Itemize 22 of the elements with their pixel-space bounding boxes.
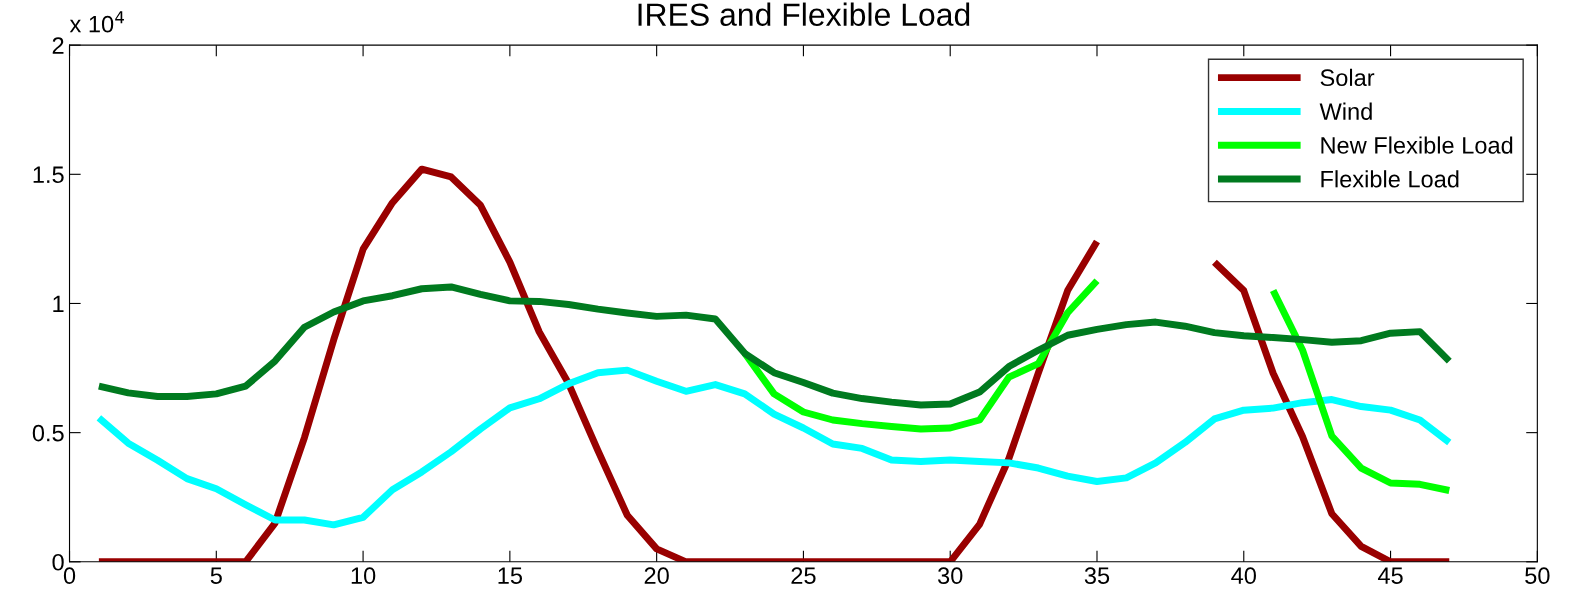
y-tick-label: 0 xyxy=(52,553,64,571)
x-tick-label: 5 xyxy=(210,567,222,585)
legend-label: Wind xyxy=(1319,102,1372,120)
x-tick-label: 40 xyxy=(1231,567,1256,585)
y-tick-label: 1 xyxy=(53,295,64,313)
y-tick-label: 1.5 xyxy=(33,166,64,184)
x-tick-label: 45 xyxy=(1377,567,1403,585)
legend-label: Solar xyxy=(1320,68,1375,87)
x-tick-label: 0 xyxy=(63,567,76,585)
x-tick-label: 30 xyxy=(937,567,963,585)
y-tick-label: 0.5 xyxy=(32,424,64,442)
x-tick-label: 15 xyxy=(498,567,523,585)
text: x 10$^{4}$ xyxy=(69,11,124,33)
y-tick-label: 2 xyxy=(52,37,64,54)
chart-title: IRES and Flexible Load xyxy=(638,2,970,27)
x-tick-label: 20 xyxy=(644,567,669,585)
legend-label: Flexible Load xyxy=(1321,170,1459,188)
x-tick-label: 25 xyxy=(791,567,816,585)
x-tick-label: 10 xyxy=(351,567,376,585)
legend-label: New Flexible Load xyxy=(1321,136,1513,154)
x-tick-label: 50 xyxy=(1525,567,1550,585)
x-tick-label: 35 xyxy=(1084,567,1110,585)
